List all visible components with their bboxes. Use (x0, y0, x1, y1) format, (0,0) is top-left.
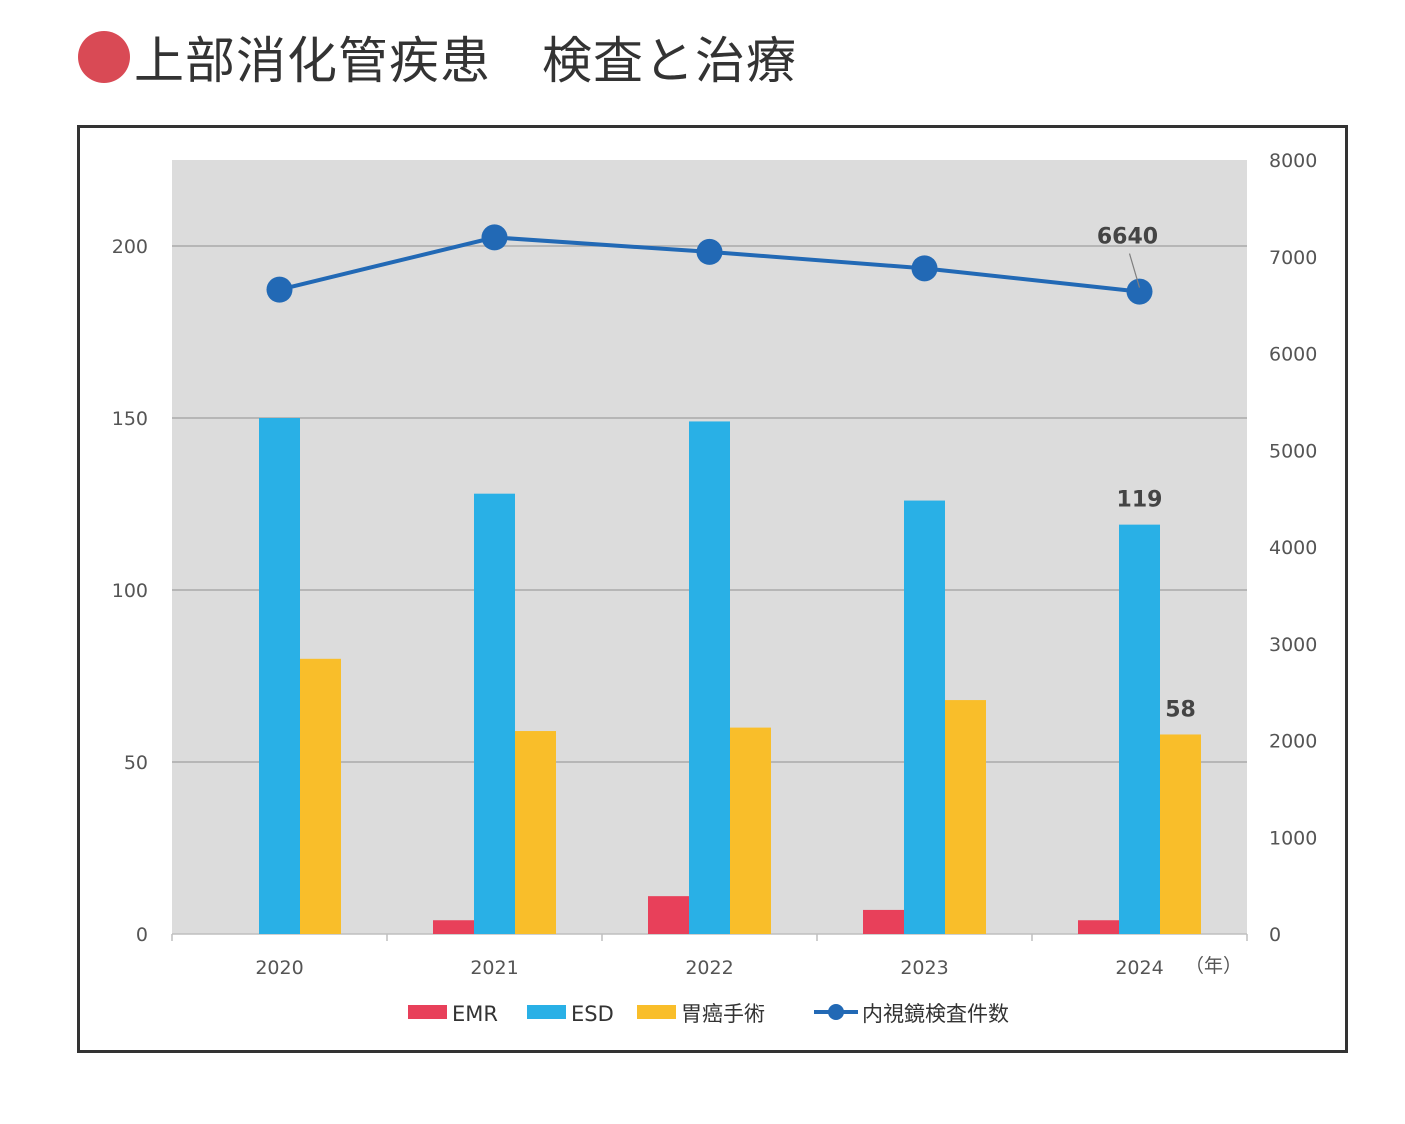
y-right-tick-label: 7000 (1269, 247, 1317, 269)
legend-swatch (637, 1005, 676, 1019)
bar-胃癌手術 (300, 658, 341, 934)
line-point (266, 276, 293, 303)
legend-swatch (408, 1005, 447, 1019)
data-label: 58 (1165, 697, 1196, 722)
bar-EMR (648, 896, 689, 934)
bar-胃癌手術 (1160, 734, 1201, 934)
x-tick-label: 2023 (900, 957, 948, 979)
bar-ESD (259, 418, 300, 934)
bar-EMR (433, 920, 474, 934)
bar-胃癌手術 (515, 731, 556, 934)
line-point (1126, 278, 1153, 305)
page-title: 上部消化管疾患 検査と治療 (78, 24, 797, 90)
bar-胃癌手術 (730, 727, 771, 934)
x-unit-label: （年） (1185, 955, 1242, 977)
y-right-tick-label: 6000 (1269, 344, 1317, 366)
y-right-tick-label: 2000 (1269, 731, 1317, 753)
line-point (481, 224, 508, 251)
line-point (911, 255, 938, 282)
legend-label: EMR (452, 1002, 498, 1026)
legend-swatch (527, 1005, 566, 1019)
data-label: 6640 (1097, 225, 1158, 250)
y-left-tick-label: 50 (124, 752, 148, 774)
bar-EMR (1078, 920, 1119, 934)
bar-ESD (904, 500, 945, 934)
y-right-tick-label: 8000 (1269, 150, 1317, 172)
legend-marker (828, 1004, 844, 1020)
x-tick-label: 2021 (470, 957, 518, 979)
y-left-tick-label: 150 (112, 408, 148, 430)
y-left-tick-label: 100 (112, 580, 148, 602)
legend-label: 胃癌手術 (681, 1002, 765, 1026)
y-left-tick-label: 0 (136, 924, 148, 946)
y-left-tick-label: 200 (112, 236, 148, 258)
y-right-tick-label: 3000 (1269, 634, 1317, 656)
y-right-tick-label: 0 (1269, 924, 1281, 946)
bar-EMR (863, 909, 904, 934)
y-right-tick-label: 4000 (1269, 537, 1317, 559)
title-text: 上部消化管疾患 検査と治療 (134, 32, 797, 90)
legend-label: 内視鏡検査件数 (862, 1002, 1009, 1026)
chart-frame: 0 50 100 150 200 0 1000 2000 3000 4000 5000 6000 700… (77, 125, 1348, 1053)
line-point (696, 238, 723, 265)
y-right-tick-label: 5000 (1269, 440, 1317, 462)
x-tick-label: 2020 (255, 957, 303, 979)
y-right-tick-label: 1000 (1269, 827, 1317, 849)
data-label-leader (1128, 253, 1141, 288)
bar-ESD (1119, 524, 1160, 934)
data-label: 119 (1117, 488, 1163, 513)
x-tick-label: 2024 (1115, 957, 1163, 979)
combo-chart: 0501001502000100020003000400050006000700… (112, 150, 1318, 1026)
title-bullet-icon (78, 31, 130, 83)
legend-label: ESD (571, 1002, 614, 1026)
bar-ESD (474, 493, 515, 934)
x-tick-label: 2022 (685, 957, 733, 979)
bar-胃癌手術 (945, 700, 986, 934)
bar-ESD (689, 421, 730, 934)
